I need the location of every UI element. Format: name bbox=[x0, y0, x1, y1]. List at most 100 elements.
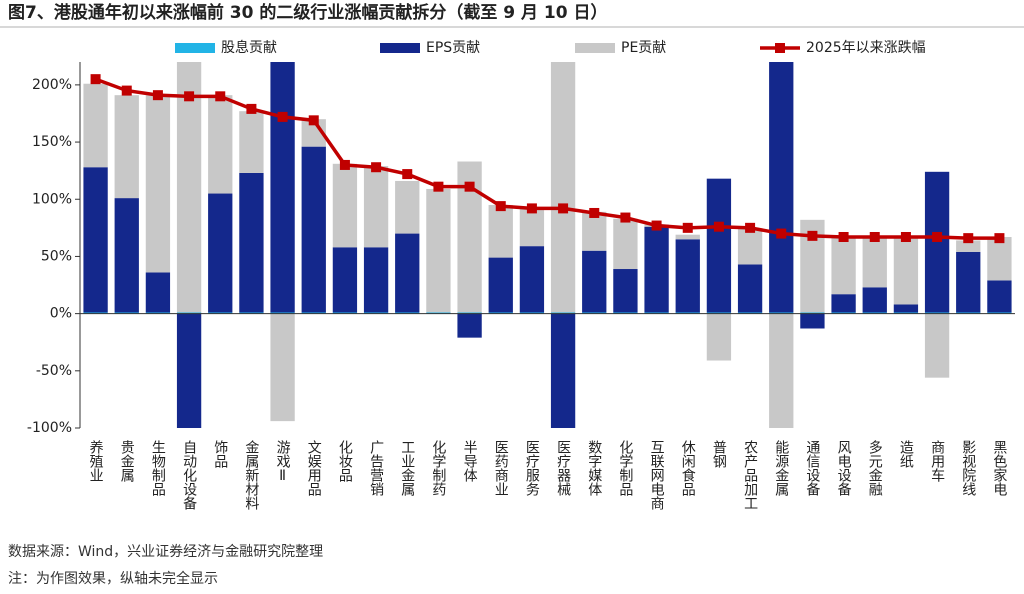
line-marker bbox=[994, 233, 1005, 244]
bar bbox=[145, 312, 171, 314]
y-tick-label: 0% bbox=[50, 306, 72, 322]
y-tick-label: -100% bbox=[27, 420, 72, 436]
x-tick-label: 黑色家电 bbox=[991, 440, 1007, 496]
x-tick-label: 半导体 bbox=[462, 440, 478, 482]
bar bbox=[519, 246, 545, 313]
bar bbox=[644, 312, 669, 314]
x-tick-label: 饰品 bbox=[212, 440, 228, 468]
line-marker bbox=[464, 181, 475, 192]
line-marker bbox=[900, 231, 911, 242]
line-marker bbox=[277, 111, 288, 122]
x-tick-label: 自动化设备 bbox=[181, 440, 197, 510]
bar bbox=[363, 247, 389, 313]
x-tick-label: 工业金属 bbox=[399, 440, 415, 496]
bar bbox=[550, 313, 576, 428]
bar bbox=[769, 312, 794, 314]
bar bbox=[176, 312, 202, 314]
bar bbox=[426, 188, 451, 313]
bar bbox=[862, 312, 887, 314]
bar bbox=[769, 313, 794, 428]
line-marker bbox=[963, 233, 974, 244]
line-marker bbox=[869, 231, 880, 242]
bar bbox=[395, 180, 420, 234]
bar bbox=[893, 238, 919, 305]
bar bbox=[457, 312, 482, 314]
bar bbox=[395, 233, 420, 313]
bar bbox=[332, 247, 358, 313]
bar bbox=[332, 312, 358, 314]
bar bbox=[208, 95, 233, 194]
bar bbox=[800, 312, 825, 314]
bar bbox=[675, 239, 700, 313]
bar bbox=[582, 250, 607, 313]
x-tick-label: 影视院线 bbox=[960, 440, 976, 496]
bar bbox=[987, 236, 1012, 281]
legend-label: 股息贡献 bbox=[221, 39, 277, 56]
x-tick-label: 文娱用品 bbox=[306, 440, 322, 496]
bar bbox=[800, 313, 825, 329]
x-tick-label: 医疗器械 bbox=[555, 440, 571, 496]
x-tick-label: 广告营销 bbox=[368, 440, 384, 497]
y-tick-label: 50% bbox=[41, 248, 72, 264]
footnote: 注：为作图效果，纵轴未完全显示 bbox=[8, 570, 218, 587]
bar bbox=[956, 251, 981, 313]
bar bbox=[270, 312, 295, 314]
bar bbox=[987, 312, 1012, 314]
x-tick-label: 生物制品 bbox=[150, 440, 166, 496]
x-tick-label: 金属新材料 bbox=[243, 440, 259, 510]
x-tick-label: 风电设备 bbox=[836, 440, 852, 496]
bar bbox=[488, 312, 513, 314]
x-tick-label: 化学制品 bbox=[617, 440, 633, 496]
line-marker bbox=[776, 228, 787, 239]
bar bbox=[675, 312, 700, 314]
x-tick-label: 休闲食品 bbox=[680, 440, 696, 496]
bar bbox=[114, 95, 139, 199]
bar bbox=[363, 166, 389, 248]
x-tick-label: 医疗服务 bbox=[524, 440, 540, 496]
bar bbox=[831, 312, 856, 314]
bar bbox=[737, 264, 763, 313]
legend-swatch bbox=[775, 43, 785, 53]
line-marker bbox=[371, 162, 382, 173]
legend-swatch bbox=[175, 43, 215, 53]
bar bbox=[83, 312, 108, 314]
x-tick-label: 多元金融 bbox=[867, 439, 883, 496]
bar bbox=[145, 95, 171, 273]
bars bbox=[83, 62, 1012, 428]
bar bbox=[706, 312, 732, 314]
bar bbox=[893, 304, 919, 313]
bar bbox=[270, 62, 295, 313]
bar bbox=[270, 313, 295, 422]
x-tick-label: 农产品加工 bbox=[742, 440, 758, 510]
x-tick-label: 医药商业 bbox=[493, 440, 509, 496]
x-tick-label: 化学制药 bbox=[430, 440, 446, 496]
bar bbox=[239, 172, 264, 313]
x-tick-label: 养殖业 bbox=[88, 440, 104, 482]
bar bbox=[706, 178, 732, 313]
bar bbox=[488, 204, 513, 258]
bar bbox=[239, 312, 264, 314]
bar bbox=[769, 62, 794, 313]
line-marker bbox=[339, 159, 350, 170]
bar bbox=[363, 312, 389, 314]
x-tick-label: 商用车 bbox=[929, 440, 945, 482]
x-tick-label: 贵金属 bbox=[119, 440, 135, 482]
line-marker bbox=[402, 169, 413, 180]
legend-label: 2025年以来涨跌幅 bbox=[806, 40, 926, 56]
x-tick-label: 普钢 bbox=[711, 440, 727, 469]
bar bbox=[582, 211, 607, 251]
x-tick-label: 能源金属 bbox=[773, 440, 789, 496]
bar bbox=[114, 198, 139, 313]
line-marker bbox=[433, 181, 444, 192]
line-marker bbox=[526, 203, 537, 214]
line-marker bbox=[682, 222, 693, 233]
bar bbox=[145, 272, 171, 313]
line-marker bbox=[558, 203, 569, 214]
line-marker bbox=[246, 103, 257, 114]
bar bbox=[924, 312, 950, 314]
source-note: 数据来源：Wind，兴业证券经济与金融研究院整理 bbox=[8, 544, 323, 560]
bar bbox=[395, 312, 420, 314]
line bbox=[94, 77, 1000, 240]
bar bbox=[176, 313, 202, 428]
bar bbox=[862, 287, 887, 313]
